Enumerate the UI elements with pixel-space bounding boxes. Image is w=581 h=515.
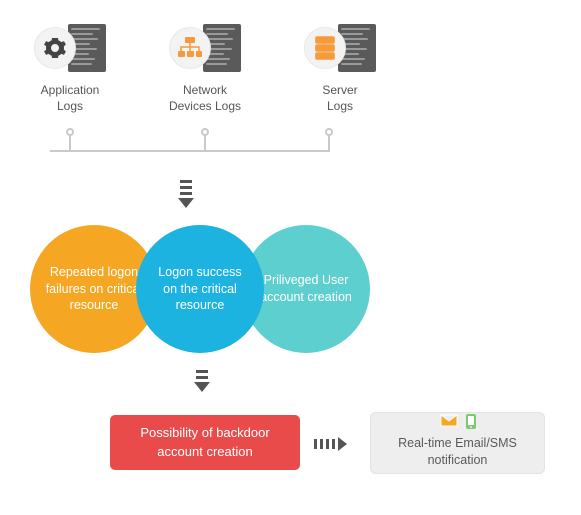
flow-arrow-right-icon xyxy=(314,437,347,451)
flow-arrow-down-icon xyxy=(178,180,194,208)
log-source-label: ServerLogs xyxy=(322,83,357,114)
network-logs-icon xyxy=(169,20,241,75)
notification-icons xyxy=(440,414,476,433)
server-icon xyxy=(304,27,346,69)
log-source-label: ApplicationLogs xyxy=(41,83,100,114)
log-source-application: ApplicationLogs xyxy=(20,20,120,114)
log-source-network: NetworkDevices Logs xyxy=(155,20,255,114)
log-source-label: NetworkDevices Logs xyxy=(169,83,241,114)
email-icon xyxy=(440,414,458,433)
detection-result-label: Possibility of backdoor account creation xyxy=(124,424,286,460)
venn-label: Priliveged User account creation xyxy=(256,272,356,306)
log-source-server: ServerLogs xyxy=(290,20,390,114)
flow-arrow-down-icon xyxy=(194,370,210,392)
network-icon xyxy=(169,27,211,69)
notification-label: Real-time Email/SMS notification xyxy=(384,435,531,468)
venn-label: Repeated logon failures on critical reso… xyxy=(44,264,144,315)
phone-icon xyxy=(466,414,476,433)
connector-rail xyxy=(50,150,330,152)
notification-box: Real-time Email/SMS notification xyxy=(370,412,545,474)
server-logs-icon xyxy=(304,20,376,75)
detection-result-box: Possibility of backdoor account creation xyxy=(110,415,300,470)
log-sources-row: ApplicationLogs NetworkDevices Logs xyxy=(20,20,390,114)
application-logs-icon xyxy=(34,20,106,75)
gear-icon xyxy=(34,27,76,69)
venn-circle-logon-success: Logon success on the critical resource xyxy=(136,225,264,353)
venn-label: Logon success on the critical resource xyxy=(150,264,250,315)
correlation-venn: Repeated logon failures on critical reso… xyxy=(30,225,370,353)
